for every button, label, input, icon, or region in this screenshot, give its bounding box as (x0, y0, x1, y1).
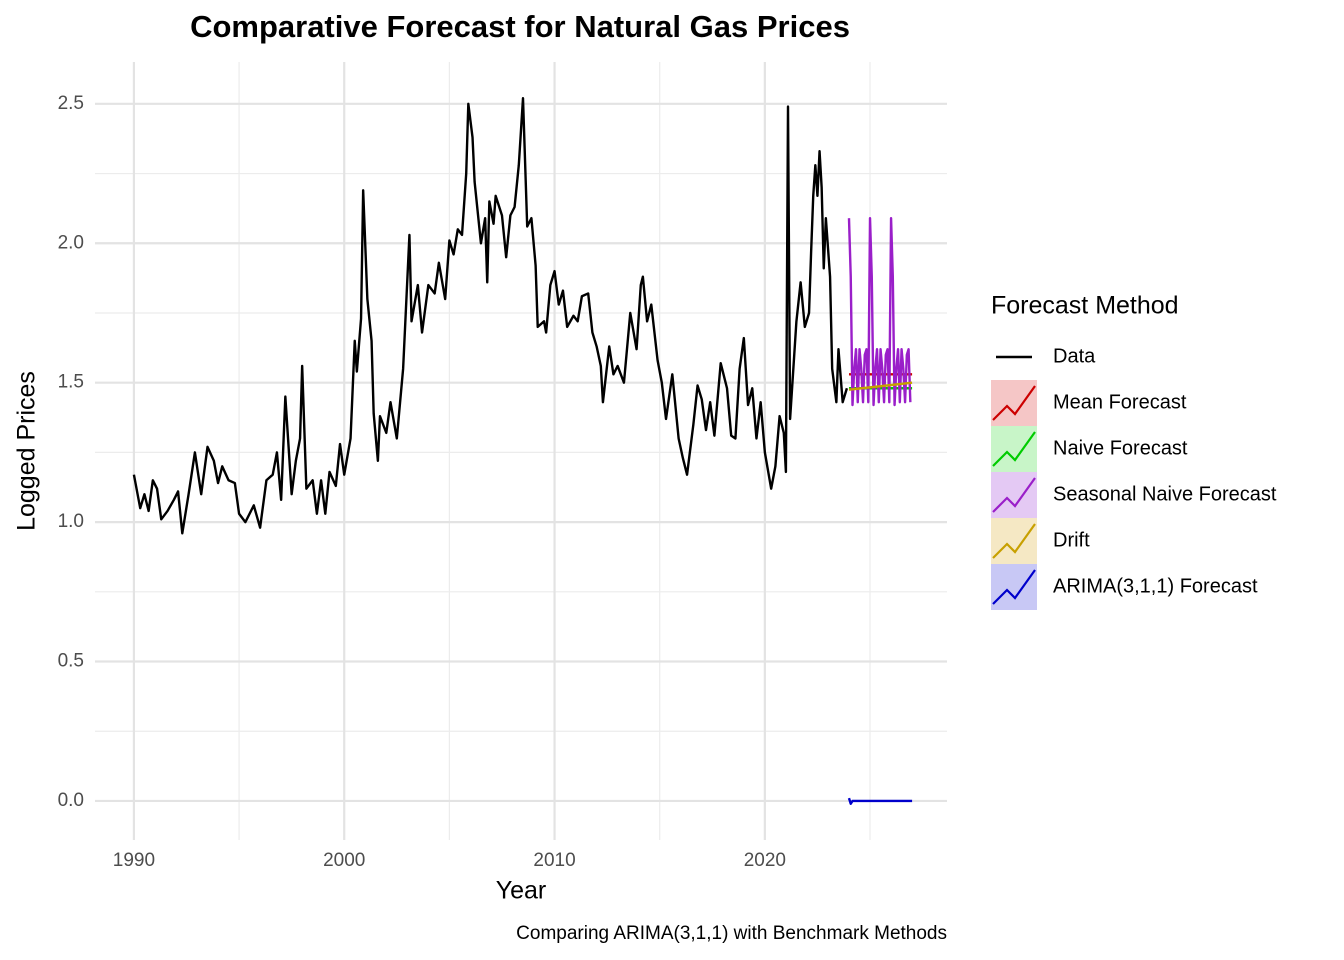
series-line (132, 97, 849, 535)
legend-item: Seasonal Naive Forecast (991, 472, 1277, 518)
legend-key (992, 523, 1036, 559)
y-tick-label: 1.5 (58, 372, 84, 393)
x-tick-label: 2010 (533, 850, 575, 871)
x-tick-label: 1990 (113, 850, 155, 871)
legend-label: Naive Forecast (1053, 437, 1188, 459)
x-axis-label: Year (496, 877, 547, 905)
legend-label: Seasonal Naive Forecast (1053, 483, 1277, 505)
legend-item: Data (996, 345, 1096, 367)
chart-title: Comparative Forecast for Natural Gas Pri… (190, 9, 850, 44)
legend-label: ARIMA(3,1,1) Forecast (1053, 575, 1258, 597)
y-tick-label: 2.5 (58, 93, 84, 114)
y-tick-label: 1.0 (58, 511, 84, 532)
y-tick-label: 0.5 (58, 651, 84, 672)
legend-key-fill (991, 518, 1037, 564)
legend-key (992, 569, 1036, 605)
legend-item: Mean Forecast (991, 380, 1187, 426)
legend-label: Data (1053, 345, 1096, 367)
legend-key-fill (991, 472, 1037, 518)
legend-label: Mean Forecast (1053, 391, 1187, 413)
legend-label: Drift (1053, 529, 1090, 551)
legend-title: Forecast Method (991, 292, 1179, 320)
series-line (847, 797, 913, 805)
grid (95, 62, 947, 840)
y-tick-label: 2.0 (58, 232, 84, 253)
legend-key-fill (991, 380, 1037, 426)
legend-key-fill (991, 426, 1037, 472)
legend-key (992, 431, 1036, 467)
x-tick-label: 2020 (744, 850, 786, 871)
legend-key (992, 385, 1036, 421)
legend-item: Naive Forecast (991, 426, 1188, 472)
y-axis-label: Logged Prices (13, 371, 41, 531)
y-tick-label: 0.0 (58, 790, 84, 811)
series-line (847, 216, 912, 407)
x-tick-label: 2000 (323, 850, 365, 871)
legend-item: Drift (991, 518, 1090, 564)
legend-key-fill (991, 564, 1037, 610)
caption: Comparing ARIMA(3,1,1) with Benchmark Me… (516, 923, 947, 944)
series-line (848, 381, 913, 391)
legend-key (992, 477, 1036, 513)
legend-item: ARIMA(3,1,1) Forecast (991, 564, 1258, 610)
